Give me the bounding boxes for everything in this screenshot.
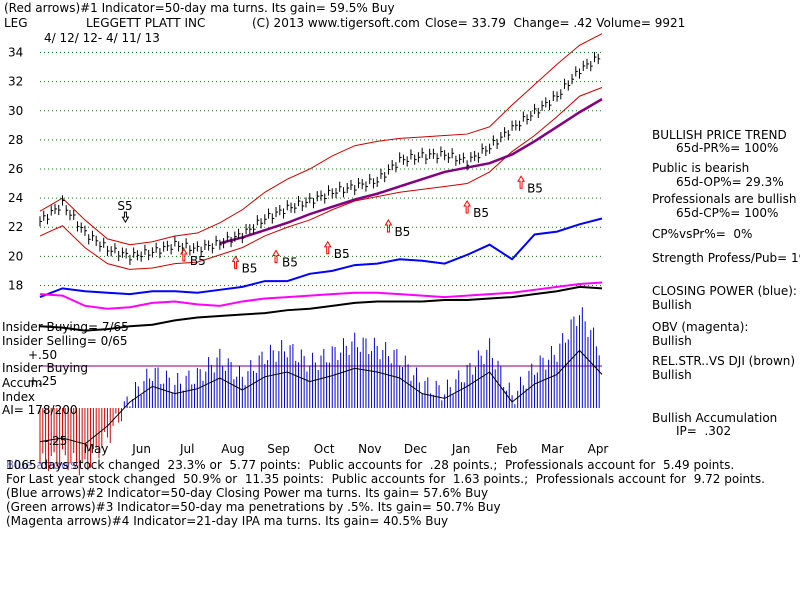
quote-summary: Close= 33.79 Change= .42 Volume= 9921 xyxy=(425,16,686,30)
closing-power-value: Bullish xyxy=(652,298,692,312)
buy-arrow-4 xyxy=(323,240,332,255)
price-gridlines xyxy=(40,52,602,286)
price-series xyxy=(39,33,603,332)
y-tick-label-22: 22 xyxy=(8,220,23,234)
footer-line-1: 1065 days stock changed 23.3% or 5.77 po… xyxy=(6,458,735,472)
y-tick-label-32: 32 xyxy=(8,75,23,89)
month-label-may: May xyxy=(84,442,109,456)
footer-line-5: (Magenta arrows)#4 Indicator=21-day IPA … xyxy=(6,514,449,528)
signal-label-2: B5 xyxy=(242,261,258,275)
professionals-cp: 65d-CP%= 100% xyxy=(676,206,779,220)
signal-label-7: B5 xyxy=(527,181,543,195)
signal-label-4: B5 xyxy=(334,247,350,261)
month-label-dec: Dec xyxy=(404,442,427,456)
closing-power-line xyxy=(39,217,603,299)
top-indicator-line: (Red arrows)#1 Indicator=50-day ma turns… xyxy=(4,1,395,15)
company-name: LEGGETT PLATT INC xyxy=(86,16,206,30)
y-tick-label-18: 18 xyxy=(8,278,23,292)
signal-label-5: B5 xyxy=(394,225,410,239)
y-tick-label-26: 26 xyxy=(8,162,23,176)
cp-vs-pr: CP%vsPr%= 0% xyxy=(652,227,753,241)
trend-pr: 65d-PR%= 100% xyxy=(676,141,779,155)
buy-arrow-7 xyxy=(517,175,525,189)
buy-arrow-5 xyxy=(384,218,393,233)
month-label-jan: Jan xyxy=(451,442,471,456)
date-range: 4/ 12/ 12- 4/ 11/ 13 xyxy=(44,31,160,45)
month-label-oct: Oct xyxy=(314,442,335,456)
y-tick-label-20: 20 xyxy=(8,249,23,263)
buy-arrow-1 xyxy=(179,248,188,262)
buy-arrow-6 xyxy=(463,200,472,214)
lower-band-line xyxy=(39,87,603,270)
insider-buying-ratio: Insider Buying= 7/65 xyxy=(2,320,129,334)
accum-minus-25: -.25 xyxy=(44,434,68,448)
month-label-nov: Nov xyxy=(358,442,381,456)
month-label-mar: Mar xyxy=(541,442,564,456)
obv-line xyxy=(39,281,603,310)
month-axis: May Jun Jul Aug Sep Oct Nov Dec Jan Feb Mar Apr xyxy=(84,442,609,456)
y-tick-label-28: 28 xyxy=(8,133,23,147)
footer-line-3: (Blue arrows)#2 Indicator=50-day Closing… xyxy=(6,486,489,500)
y-tick-label-34: 34 xyxy=(8,46,23,60)
closing-power-label: CLOSING POWER (blue): xyxy=(652,284,797,298)
obv-value: Bullish xyxy=(652,334,692,348)
buy-arrow-2 xyxy=(231,255,240,269)
upper-band-line xyxy=(39,33,603,246)
accum-plus-50: +.50 xyxy=(28,348,58,362)
month-label-aug: Aug xyxy=(221,442,244,456)
month-label-sep: Sep xyxy=(267,442,290,456)
signal-arrows: S5 B5 B5 B5 B5 B5 B5 B5 xyxy=(117,175,543,275)
buy-arrow-3 xyxy=(272,249,280,264)
ticker-symbol: LEG xyxy=(4,16,28,30)
ma50-line xyxy=(219,98,603,245)
accumulation-histogram xyxy=(39,307,603,476)
signal-label-0: S5 xyxy=(117,199,132,213)
sell-arrow-0 xyxy=(121,211,130,224)
accum-plus-25: +.25 xyxy=(28,374,58,388)
rel-str-line xyxy=(39,285,603,332)
accum-ma-line xyxy=(39,349,603,445)
signal-label-1: B5 xyxy=(190,254,206,268)
accumulation-label: Bullish Accumulation xyxy=(652,411,778,425)
ai-score: AI= 178/200 xyxy=(2,403,78,417)
professionals-status: Professionals are bullish xyxy=(652,192,797,206)
rel-str-value: Bullish xyxy=(652,368,692,382)
month-label-jul: Jul xyxy=(179,442,194,456)
month-label-jun: Jun xyxy=(131,442,151,456)
footer-line-2: For Last year stock changed 50.9% or 11.… xyxy=(6,472,765,486)
month-label-apr: Apr xyxy=(588,442,609,456)
ip-value: IP= .302 xyxy=(676,424,732,438)
public-status: Public is bearish xyxy=(652,161,750,175)
y-tick-label-30: 30 xyxy=(8,104,23,118)
signal-label-6: B5 xyxy=(473,206,489,220)
copyright: (C) 2013 www.tigersoft.com xyxy=(252,16,420,30)
footer-overlap-text: Blue arrows xyxy=(6,458,77,472)
price-axis: 34 32 30 28 26 24 22 20 18 xyxy=(8,46,23,293)
public-op: 65d-OP%= 29.3% xyxy=(676,175,784,189)
insider-selling-ratio: Insider Selling= 0/65 xyxy=(2,334,128,348)
accum-index-label: Accum Index xyxy=(2,376,43,404)
footer-line-4: (Green arrows)#3 Indicator=50-day ma pen… xyxy=(6,500,501,514)
month-label-feb: Feb xyxy=(496,442,517,456)
obv-label: OBV (magenta): xyxy=(652,320,749,334)
signal-label-3: B5 xyxy=(282,256,298,270)
rel-str-label: REL.STR..VS DJI (brown) xyxy=(652,354,796,368)
y-tick-label-24: 24 xyxy=(8,191,23,205)
trend-title: BULLISH PRICE TREND xyxy=(652,128,787,142)
insider-buying-label: Insider Buying xyxy=(2,361,88,375)
strength-ratio: Strength Profess/Pub= 19 xyxy=(652,251,800,265)
